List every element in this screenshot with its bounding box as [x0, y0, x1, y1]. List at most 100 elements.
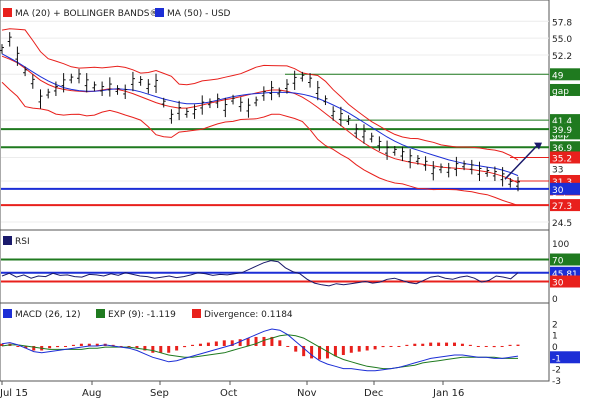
legend-swatch-exp — [96, 309, 105, 318]
divergence-bar — [64, 345, 68, 347]
divergence-bar — [294, 345, 298, 352]
divergence-bar — [79, 343, 83, 346]
price-badge-bg — [550, 199, 580, 212]
price-tick-label: 24.5 — [552, 219, 572, 229]
price-badge-bg — [550, 141, 580, 154]
divergence-bar — [325, 345, 329, 359]
divergence-bar — [460, 343, 464, 346]
macd-signal-line — [1, 334, 518, 370]
forecast-arrow-head — [534, 142, 542, 150]
price-badge-bg — [550, 182, 580, 195]
price-badge-9: 35.2 — [550, 151, 580, 164]
legend-swatch-macd — [3, 309, 12, 318]
divergence-bar — [246, 338, 250, 346]
macd-tick-label: 0 — [552, 343, 558, 353]
rsi-badge-3: 30 — [550, 275, 580, 289]
divergence-bar — [468, 344, 472, 346]
macd-panel-frame — [0, 302, 550, 382]
divergence-bar — [500, 345, 504, 347]
divergence-bar — [492, 345, 496, 348]
divergence-bar — [278, 340, 282, 346]
legend-swatch-divergence — [192, 309, 201, 318]
price-badge-text: 41.4 — [552, 117, 572, 127]
divergence-bar — [198, 343, 202, 346]
rsi-tick-label: 100 — [552, 240, 569, 250]
price-badge-bg — [550, 151, 580, 164]
macd-legend: MACD (26, 12) EXP (9): -1.119 Divergence… — [3, 309, 293, 320]
macd-badge-3: -1 — [550, 351, 580, 364]
price-badge-text: 49 — [552, 71, 564, 81]
divergence-bar — [484, 345, 488, 347]
price-badge-5: 41.4 — [550, 114, 580, 127]
price-badge-text: 36.9 — [552, 144, 572, 154]
macd-tick-label: 1 — [552, 332, 558, 342]
price-legend: MA (20) + BOLLINGER BANDS® MA (50) - USD — [3, 8, 231, 19]
divergence-bar — [349, 345, 353, 353]
divergence-bar — [206, 342, 210, 346]
divergence-bar — [0, 343, 4, 346]
ma20-line — [1, 55, 519, 184]
divergence-bar — [476, 345, 480, 347]
divergence-bar — [413, 343, 417, 346]
divergence-bar — [445, 342, 449, 346]
divergence-bar — [333, 345, 337, 357]
divergence-bar — [24, 345, 28, 349]
macd-badge-bg — [550, 351, 580, 364]
price-badge-text: gap — [552, 87, 569, 97]
divergence-bar — [397, 345, 401, 347]
divergence-bar — [48, 345, 52, 349]
macd-tick-label: -2 — [552, 366, 561, 376]
legend-swatch-ma50 — [155, 8, 164, 17]
macd-badge-text: -1 — [552, 354, 561, 364]
divergence-bar — [159, 345, 163, 353]
divergence-bar — [183, 345, 187, 348]
rsi-title: RSI — [15, 237, 30, 247]
x-tick-label: Dec — [364, 388, 383, 399]
axis-labels: 57.855.052.249gap41.4gap39.936.935.23331… — [550, 18, 580, 387]
divergence-bar — [222, 340, 226, 346]
x-tick-label: Oct — [220, 388, 237, 399]
price-badge-8: 36.9 — [550, 141, 580, 154]
divergence-bar — [167, 345, 171, 353]
legend-label-ma50: MA (50) - USD — [167, 9, 231, 19]
divergence-bar — [389, 345, 393, 347]
price-badge-bg — [550, 114, 580, 127]
legend-swatch-ma20 — [3, 8, 12, 17]
x-tick-label: Jan 16 — [432, 388, 464, 399]
ma50-line — [1, 53, 519, 177]
divergence-bar — [365, 345, 369, 351]
price-badge-7: 39.9 — [550, 123, 580, 136]
x-tick-label: Sep — [150, 388, 169, 399]
price-badge-bg — [550, 83, 580, 96]
price-badge-14: 27.3 — [550, 199, 580, 212]
divergence-bar — [452, 342, 456, 346]
bollinger-lower-line — [1, 81, 519, 206]
price-plot — [0, 20, 549, 223]
divergence-bar — [437, 342, 441, 346]
rsi-badge-bg — [550, 275, 580, 288]
divergence-bar — [111, 344, 115, 346]
divergence-bar — [151, 345, 155, 353]
macd-tick-label: -3 — [552, 377, 561, 387]
price-tick-label: 33 — [552, 165, 563, 175]
divergence-bar — [270, 336, 274, 346]
divergence-bar — [119, 345, 123, 347]
divergence-bar — [87, 343, 91, 346]
macd-line — [1, 328, 519, 372]
divergence-bar — [318, 345, 322, 360]
x-axis: Jul 15 Aug Sep Oct Nov Dec Jan 16 — [0, 381, 464, 399]
rsi-badge-1: 70 — [550, 253, 580, 267]
divergence-bar — [56, 345, 60, 348]
rsi-badge-bg — [550, 253, 580, 266]
divergence-bar — [32, 345, 36, 351]
price-badge-text: gap — [552, 130, 569, 140]
price-tick-label: 55.0 — [552, 35, 572, 45]
price-badge-bg — [550, 123, 580, 136]
divergence-bar — [191, 344, 195, 346]
divergence-bar — [262, 336, 266, 346]
legend-label-divergence: Divergence: 0.1184 — [204, 310, 293, 320]
bollinger-upper-line — [1, 28, 519, 161]
price-tick-label: 57.8 — [552, 18, 572, 28]
legend-label-ma20: MA (20) + BOLLINGER BANDS® — [15, 9, 159, 19]
